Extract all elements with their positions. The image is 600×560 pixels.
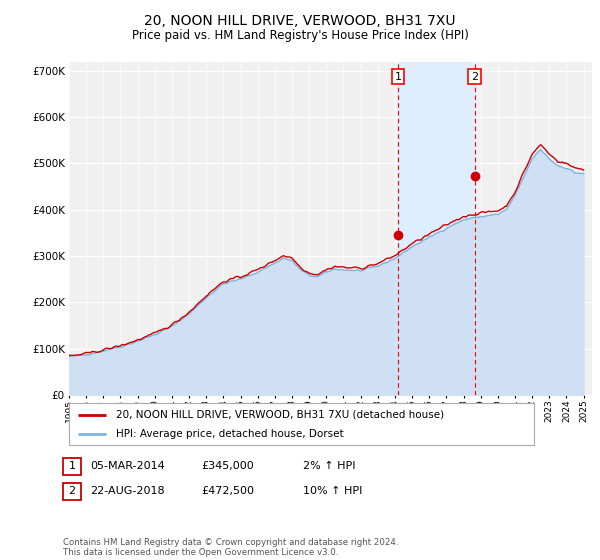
Text: £345,000: £345,000 — [201, 461, 254, 471]
Text: Price paid vs. HM Land Registry's House Price Index (HPI): Price paid vs. HM Land Registry's House … — [131, 29, 469, 42]
Text: 2: 2 — [68, 486, 76, 496]
Text: 1: 1 — [394, 72, 401, 82]
Text: 22-AUG-2018: 22-AUG-2018 — [90, 486, 164, 496]
Text: 2: 2 — [471, 72, 478, 82]
Text: 2% ↑ HPI: 2% ↑ HPI — [303, 461, 355, 471]
Text: £472,500: £472,500 — [201, 486, 254, 496]
Text: 20, NOON HILL DRIVE, VERWOOD, BH31 7XU (detached house): 20, NOON HILL DRIVE, VERWOOD, BH31 7XU (… — [115, 409, 443, 419]
Text: 05-MAR-2014: 05-MAR-2014 — [90, 461, 165, 471]
Bar — [398, 62, 475, 395]
Text: 20, NOON HILL DRIVE, VERWOOD, BH31 7XU: 20, NOON HILL DRIVE, VERWOOD, BH31 7XU — [144, 14, 456, 28]
Text: 10% ↑ HPI: 10% ↑ HPI — [303, 486, 362, 496]
Text: HPI: Average price, detached house, Dorset: HPI: Average price, detached house, Dors… — [115, 429, 343, 439]
Text: Contains HM Land Registry data © Crown copyright and database right 2024.
This d: Contains HM Land Registry data © Crown c… — [63, 538, 398, 557]
Text: 1: 1 — [68, 461, 76, 471]
